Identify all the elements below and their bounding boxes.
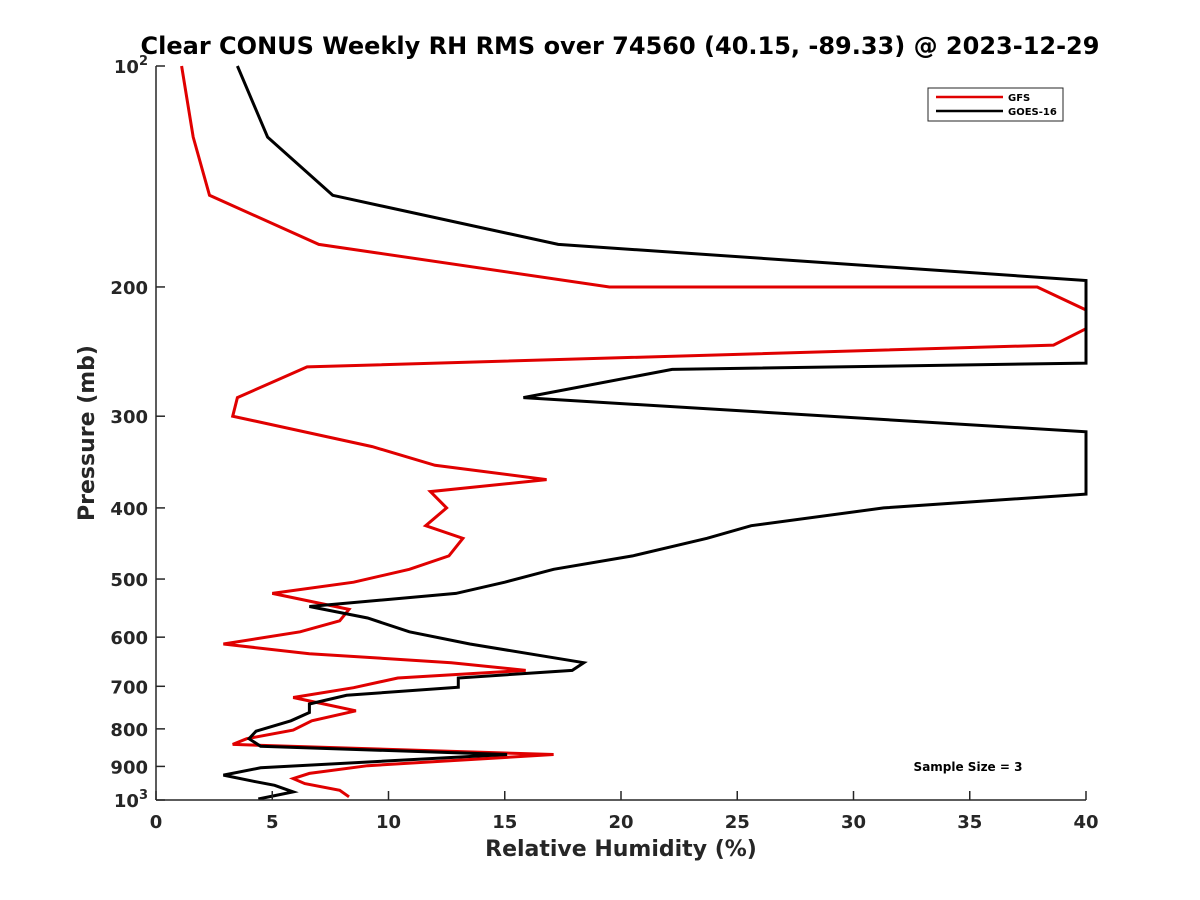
x-tick-label: 20 bbox=[608, 812, 633, 833]
y-ticks: 102 200 300 400 500 600 700 800 900 103 bbox=[110, 54, 165, 812]
x-tick-label: 5 bbox=[266, 812, 279, 833]
y-tick-label: 400 bbox=[110, 499, 148, 520]
chart-title: Clear CONUS Weekly RH RMS over 74560 (40… bbox=[141, 32, 1100, 60]
x-tick-label: 10 bbox=[376, 812, 401, 833]
y-tick-label: 200 bbox=[110, 278, 148, 299]
legend-label-gfs: GFS bbox=[1008, 93, 1030, 104]
x-tick-label: 30 bbox=[841, 812, 866, 833]
x-tick-label: 40 bbox=[1073, 812, 1098, 833]
y-tick-label: 600 bbox=[110, 628, 148, 649]
x-ticks: 0 5 10 15 20 25 30 35 40 bbox=[150, 791, 1099, 833]
x-tick-label: 25 bbox=[725, 812, 750, 833]
y-tick-label: 700 bbox=[110, 677, 148, 698]
y-tick-label: 102 bbox=[114, 54, 148, 78]
legend: GFS GOES-16 bbox=[927, 87, 1064, 122]
y-tick-label: 500 bbox=[110, 570, 148, 591]
x-axis-label: Relative Humidity (%) bbox=[485, 837, 757, 862]
x-tick-label: 0 bbox=[150, 812, 163, 833]
y-tick-label: 103 bbox=[114, 788, 148, 812]
series-line-gfs bbox=[180, 65, 1088, 799]
y-tick-label: 900 bbox=[110, 757, 148, 778]
y-axis-label: Pressure (mb) bbox=[75, 345, 100, 521]
legend-label-goes16: GOES-16 bbox=[1008, 107, 1057, 118]
sample-size-annotation: Sample Size = 3 bbox=[914, 760, 1023, 774]
x-tick-label: 15 bbox=[492, 812, 517, 833]
legend-box bbox=[927, 87, 1064, 122]
plot-lines bbox=[180, 65, 1088, 801]
y-tick-label: 300 bbox=[110, 407, 148, 428]
x-tick-label: 35 bbox=[957, 812, 982, 833]
series-line-goes16 bbox=[223, 65, 1088, 801]
y-tick-label: 800 bbox=[110, 720, 148, 741]
